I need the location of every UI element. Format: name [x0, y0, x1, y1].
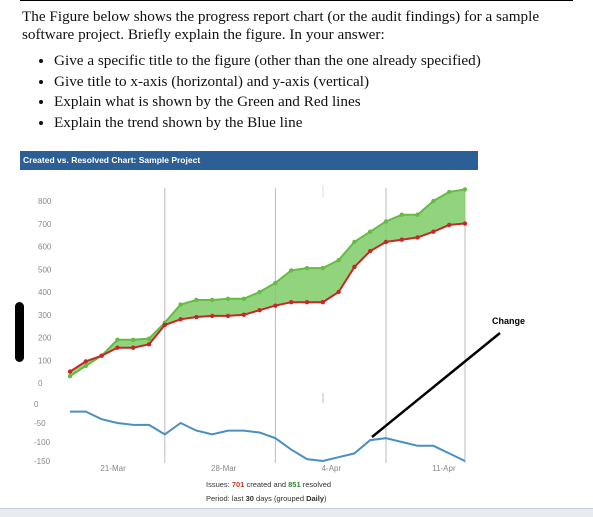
created-point: [131, 337, 136, 342]
y-tick-label: 500: [38, 265, 52, 274]
resolved-point: [447, 222, 452, 228]
created-point: [115, 337, 120, 342]
y-tick-label: -50: [34, 419, 46, 428]
annotation-arrow: [371, 332, 501, 438]
resolved-count: 851: [288, 480, 301, 489]
resolved-point: [431, 229, 436, 234]
resolved-point: [352, 264, 357, 270]
created-point: [462, 187, 468, 192]
resolved-point: [115, 345, 120, 350]
resolved-point: [241, 312, 246, 317]
y-tick-label: 400: [38, 288, 52, 297]
resolved-point: [146, 342, 152, 347]
created-count: 701: [231, 480, 245, 489]
created-point: [415, 212, 420, 217]
resolved-point: [399, 237, 404, 242]
y-tick-label: 200: [38, 334, 52, 343]
resolved-point: [99, 353, 104, 358]
y-tick-label: 100: [38, 356, 52, 365]
resolved-point: [194, 314, 199, 320]
resolved-line: [69, 222, 466, 373]
y-tick-label: 300: [38, 311, 52, 320]
resolved-point: [67, 369, 73, 374]
y-tick-label: 0: [38, 379, 43, 388]
resolved-point: [178, 317, 183, 322]
bullet-item: Explain the trend shown by the Blue line: [54, 113, 577, 134]
resolved-point: [320, 300, 325, 305]
y-tick-label: 700: [38, 220, 52, 229]
y-tick-label: -150: [34, 457, 51, 466]
resolved-point: [131, 345, 136, 350]
y-tick-label: 800: [38, 197, 52, 206]
y-tick-label: -100: [34, 438, 51, 447]
resolved-point: [368, 248, 373, 254]
created-point: [336, 257, 341, 263]
resolved-point: [273, 303, 278, 308]
difference-area: [70, 189, 465, 377]
created-point: [178, 302, 183, 307]
created-line: [69, 188, 466, 378]
created-point: [447, 189, 452, 195]
resolved-point: [289, 300, 294, 305]
x-tick-label: 28-Mar: [211, 464, 237, 473]
resolved-point: [225, 313, 231, 319]
created-point: [273, 280, 278, 286]
created-point: [225, 296, 231, 302]
resolved-point: [210, 313, 215, 319]
created-point: [352, 239, 357, 245]
created-point: [67, 373, 73, 379]
created-point: [368, 229, 373, 234]
bullet-item: Give title to x-axis (horizontal) and y-…: [54, 72, 577, 93]
period-group: Daily: [306, 494, 325, 503]
created-point: [146, 336, 152, 341]
resolved-point: [336, 289, 341, 295]
x-tick-label: 4-Apr: [322, 464, 342, 473]
trend-line: [70, 410, 466, 463]
created-point: [210, 297, 215, 303]
resolved-point: [257, 308, 262, 313]
resolved-point: [83, 359, 89, 364]
created-point: [431, 198, 436, 204]
x-tick-label: 11-Apr: [432, 464, 456, 473]
resolved-point: [383, 239, 389, 245]
x-tick-label: 21-Mar: [100, 464, 126, 473]
resolved-point: [415, 235, 420, 240]
annotation-label: Change: [492, 316, 525, 326]
question-intro: The Figure below shows the progress repo…: [22, 8, 540, 43]
created-point: [83, 363, 89, 369]
question-bullets: Give a specific title to the figure (oth…: [22, 51, 577, 133]
resolved-point: [162, 322, 167, 328]
created-point: [241, 296, 246, 302]
created-point: [320, 265, 325, 271]
created-point: [304, 265, 310, 271]
created-point: [383, 219, 389, 224]
question-text: The Figure below shows the progress repo…: [22, 8, 577, 133]
period-summary: Period: last 30 days (grouped Daily): [206, 494, 327, 503]
top-rule: [20, 0, 573, 1]
issues-summary: Issues: 701 created and 851 resolved: [206, 480, 332, 489]
created-point: [194, 297, 199, 303]
created-point: [257, 289, 262, 295]
resolved-point: [462, 221, 468, 226]
y-tick-label: 600: [38, 243, 52, 252]
period-days: 30: [245, 494, 254, 503]
black-marker: [15, 302, 24, 362]
bottom-band: [0, 508, 593, 517]
created-point: [289, 268, 294, 273]
bullet-item: Give a specific title to the figure (oth…: [54, 51, 577, 72]
y-tick-label: 0: [34, 400, 39, 409]
resolved-point: [304, 300, 310, 305]
chart-title: Created vs. Resolved Chart: Sample Proje…: [20, 151, 478, 170]
created-point: [399, 212, 404, 217]
bullet-item: Explain what is shown by the Green and R…: [54, 92, 577, 113]
